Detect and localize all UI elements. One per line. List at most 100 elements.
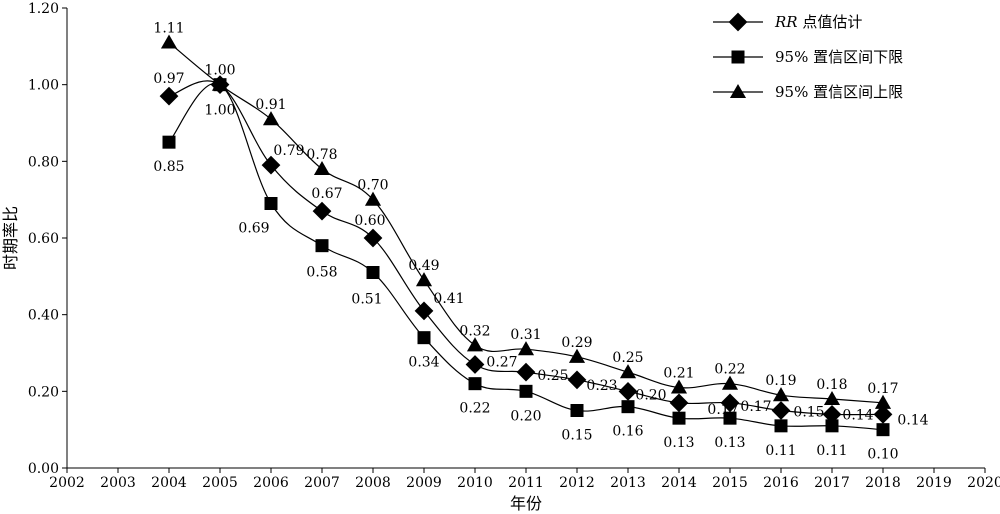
x-tick-label: 2005 <box>202 475 238 491</box>
y-tick-label: 1.20 <box>28 1 59 17</box>
data-label: 0.18 <box>816 377 847 393</box>
data-point <box>159 86 179 106</box>
data-point <box>466 337 484 352</box>
data-point <box>415 272 433 287</box>
data-label: 0.13 <box>714 435 745 451</box>
data-point <box>162 135 176 149</box>
data-label: 0.34 <box>408 355 439 371</box>
data-label: 0.17 <box>740 399 771 415</box>
data-point <box>567 370 587 390</box>
data-point <box>313 160 331 176</box>
data-label: 0.79 <box>273 143 304 159</box>
data-point <box>825 419 839 433</box>
x-tick-label: 2013 <box>610 475 646 491</box>
data-label: 0.85 <box>153 159 184 175</box>
data-label: 0.69 <box>238 221 269 237</box>
data-point <box>822 404 842 424</box>
data-label: 0.25 <box>537 368 568 384</box>
legend-entry: 95% 置信区间上限 <box>775 83 903 101</box>
y-axis-title: 时期率比 <box>1 206 20 270</box>
data-label: 0.29 <box>561 335 592 351</box>
x-tick-label: 2011 <box>508 475 544 491</box>
data-label: 0.13 <box>663 435 694 451</box>
legend-entry: 95% 置信区间下限 <box>775 48 903 66</box>
data-label: 0.14 <box>897 412 928 428</box>
legend-entry-rest: 点值估计 <box>798 13 863 31</box>
y-tick-label: 0.00 <box>28 461 59 477</box>
data-label: 0.22 <box>714 362 745 378</box>
data-point <box>417 331 431 345</box>
data-point <box>465 355 485 374</box>
x-tick-label: 2012 <box>559 475 595 491</box>
x-tick-label: 2003 <box>100 475 136 491</box>
data-point <box>772 387 790 402</box>
data-point <box>570 404 584 417</box>
data-point <box>771 401 791 420</box>
data-label: 0.17 <box>707 402 738 418</box>
data-point <box>721 375 739 390</box>
data-point <box>672 411 686 425</box>
data-label: 1.00 <box>204 103 235 119</box>
data-point <box>619 364 637 379</box>
y-tick-label: 0.60 <box>28 231 59 247</box>
x-tick-label: 2019 <box>916 475 952 491</box>
data-label: 0.22 <box>459 401 490 417</box>
data-label: 0.17 <box>867 381 898 397</box>
x-tick-label: 2020 <box>967 475 1000 491</box>
x-tick-label: 2010 <box>457 475 493 491</box>
data-label: 0.67 <box>311 186 342 202</box>
data-label: 0.41 <box>433 291 464 307</box>
x-tick-label: 2004 <box>151 475 187 491</box>
data-label: 0.25 <box>612 350 643 366</box>
series-line <box>168 80 884 416</box>
y-tick-label: 0.20 <box>28 384 59 400</box>
data-point <box>366 266 380 279</box>
data-label: 0.19 <box>765 373 796 389</box>
data-point <box>312 201 332 221</box>
data-point <box>364 191 382 206</box>
data-label: 0.16 <box>612 424 643 440</box>
data-point <box>621 400 635 414</box>
x-tick-label: 2008 <box>355 475 391 491</box>
legend-entry-italic: RR <box>774 13 798 31</box>
data-label: 0.27 <box>486 355 517 371</box>
x-tick-label: 2007 <box>304 475 340 491</box>
data-point <box>468 377 482 391</box>
x-tick-label: 2009 <box>406 475 442 491</box>
data-point <box>261 155 281 175</box>
data-point <box>264 197 278 210</box>
data-label: 1.00 <box>204 63 235 79</box>
data-label: 0.14 <box>842 407 873 423</box>
x-tick-label: 2002 <box>49 475 85 491</box>
data-label: 0.32 <box>459 323 490 339</box>
legend-marker <box>728 12 748 32</box>
legend-entry: RR 点值估计 <box>774 13 862 31</box>
data-label: 0.10 <box>867 447 898 463</box>
data-point <box>211 76 229 91</box>
data-label: 0.91 <box>255 97 286 113</box>
data-point <box>363 228 383 248</box>
data-point <box>874 394 892 409</box>
y-tick-label: 0.80 <box>28 154 59 170</box>
data-label: 0.97 <box>153 71 184 87</box>
data-label: 0.70 <box>357 178 388 194</box>
x-axis-title: 年份 <box>510 494 542 513</box>
data-label: 0.20 <box>510 408 541 424</box>
data-point <box>873 404 893 424</box>
data-label: 1.11 <box>153 21 184 37</box>
data-point <box>160 34 178 49</box>
data-point <box>670 379 688 394</box>
data-label: 0.49 <box>408 258 439 274</box>
data-label: 0.15 <box>793 405 824 421</box>
data-label: 0.11 <box>816 443 847 459</box>
data-label: 0.20 <box>635 387 666 403</box>
data-point <box>720 393 740 413</box>
data-point <box>517 341 535 356</box>
data-point <box>262 111 280 126</box>
data-point <box>519 384 533 398</box>
data-label: 0.60 <box>354 213 385 229</box>
y-tick-label: 0.40 <box>28 308 59 324</box>
x-tick-label: 2016 <box>763 475 799 491</box>
